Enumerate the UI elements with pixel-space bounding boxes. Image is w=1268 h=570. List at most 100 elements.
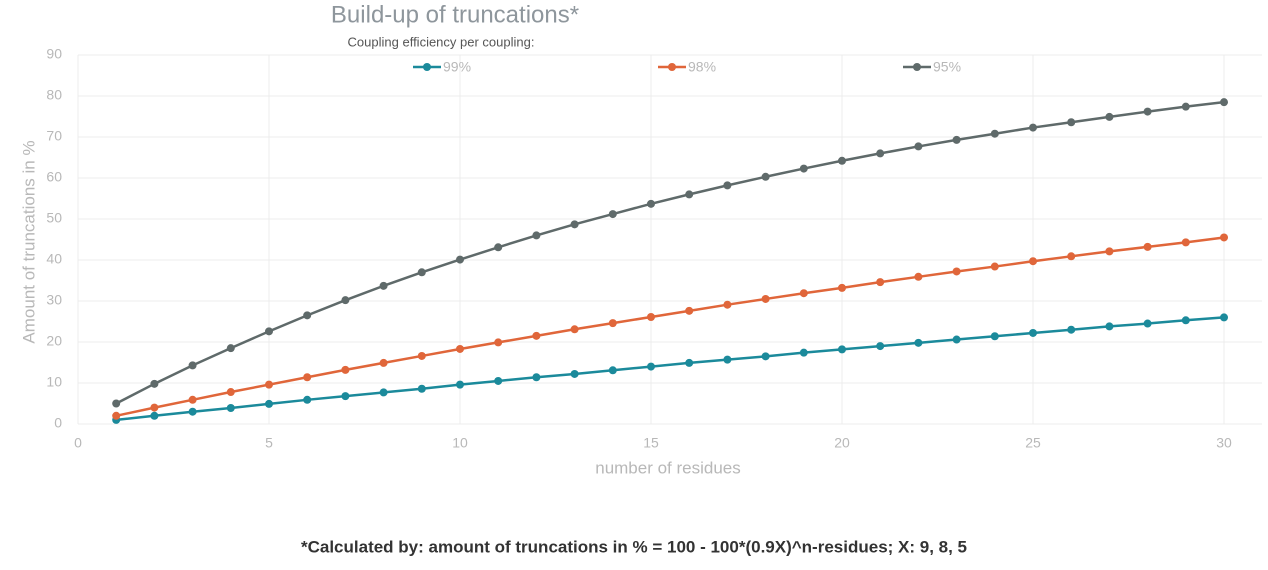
data-point [456,255,464,264]
data-point [914,272,923,281]
data-point [494,338,503,347]
data-point [417,351,426,360]
data-point [532,331,541,340]
data-point [1220,98,1228,107]
chart-title: Build-up of truncations* [331,1,579,28]
data-point [150,411,159,420]
legend-title: Coupling efficiency per coupling: [348,34,535,49]
data-point [112,399,121,408]
data-point [876,278,885,287]
data-point [990,332,999,341]
series-line [115,100,1225,405]
data-point [226,404,235,413]
data-point [1143,319,1152,328]
data-point [1181,238,1190,247]
data-point [226,344,235,353]
data-point [379,388,388,397]
footnote: *Calculated by: amount of truncations in… [301,537,967,556]
data-point [723,181,732,190]
data-point [952,335,961,344]
data-point [1220,233,1228,242]
data-point [1143,242,1152,251]
data-point [1029,257,1037,266]
data-point [417,268,426,277]
data-point [1105,322,1114,331]
data-point [838,283,846,292]
y-tick-label: 70 [46,128,62,144]
data-point [608,210,617,219]
data-point [914,338,923,347]
y-tick-label: 90 [46,46,62,62]
data-point [303,395,312,404]
data-point [532,373,541,382]
data-point [341,365,350,374]
data-point [952,135,961,144]
data-point [532,231,541,240]
data-point [1220,313,1228,322]
data-point [761,352,770,361]
data-point [456,380,464,389]
data-point [379,358,388,367]
legend-label: 99% [443,59,471,75]
data-point [188,361,197,370]
y-axis-label: Amount of truncations in % [19,140,38,343]
data-point [990,129,999,138]
data-point [417,384,426,393]
data-point [1029,328,1037,337]
data-point [761,172,770,181]
x-tick-label: 20 [834,435,850,451]
x-axis-label: number of residues [595,458,741,477]
y-tick-label: 30 [46,292,62,308]
data-point [647,362,655,371]
data-point [1067,325,1076,334]
x-tick-label: 30 [1216,435,1232,451]
data-point [341,296,350,305]
data-point [1067,118,1076,127]
data-point [1105,247,1114,256]
data-point [150,403,159,412]
data-point [494,376,503,385]
x-tick-label: 10 [452,435,468,451]
data-point [1029,123,1037,132]
series-line [115,236,1225,418]
data-point [608,319,617,328]
x-tick-label: 0 [74,435,82,451]
legend-swatch [668,63,676,71]
legend-swatch [423,63,431,71]
data-point [341,392,350,401]
data-point [570,220,579,229]
data-point [838,345,846,354]
data-point [150,379,159,388]
data-point [1181,102,1190,111]
data-point [265,399,273,408]
y-tick-label: 80 [46,87,62,103]
data-point [1105,112,1114,121]
data-point [188,407,197,416]
series-line [116,316,1225,422]
data-point [570,325,579,334]
data-point [990,262,999,271]
y-tick-label: 50 [46,210,62,226]
data-point [761,294,770,303]
x-tick-label: 5 [265,435,273,451]
y-tick-label: 60 [46,169,62,185]
data-point [838,156,846,165]
data-point [379,281,388,290]
data-point [723,355,732,364]
data-point [799,289,808,298]
data-point [303,311,312,320]
data-point [265,327,273,336]
data-point [1067,252,1076,261]
y-tick-label: 0 [54,415,62,431]
data-point [914,142,923,151]
data-point [799,348,808,357]
legend-label: 98% [688,59,716,75]
data-point [265,380,273,389]
data-point [685,358,694,367]
data-point [876,342,885,351]
data-point [570,369,579,378]
data-point [303,373,312,382]
data-point [456,344,464,353]
data-point [608,366,617,375]
